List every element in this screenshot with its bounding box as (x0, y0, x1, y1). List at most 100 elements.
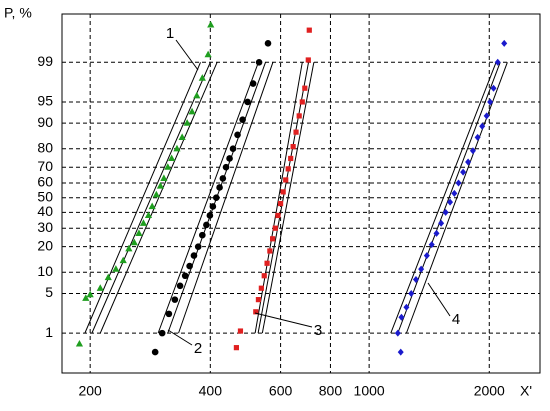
data-point (418, 265, 425, 273)
data-point (226, 155, 233, 162)
data-point (209, 203, 217, 210)
data-point (408, 289, 415, 297)
y-tick-label: 30 (37, 219, 53, 235)
data-point (490, 84, 497, 92)
fit-line (84, 62, 201, 334)
y-tick-label: 5 (45, 284, 53, 300)
data-point (148, 202, 156, 210)
annotation: 4 (452, 311, 460, 328)
data-point (398, 313, 405, 321)
data-point (171, 296, 179, 303)
x-tick-label: 200 (78, 383, 102, 399)
annotation-leader (254, 312, 313, 328)
fit-line (397, 62, 501, 334)
data-point (199, 231, 206, 239)
data-point (244, 98, 251, 106)
data-point (305, 57, 311, 63)
fit-line (405, 62, 508, 334)
data-point (130, 238, 138, 246)
data-point (253, 309, 259, 315)
y-axis-label: P, % (4, 5, 32, 21)
data-point (86, 290, 94, 298)
data-point (203, 221, 210, 229)
data-point (403, 303, 410, 311)
plot-area (62, 14, 540, 373)
data-point (299, 99, 305, 105)
data-point (255, 297, 262, 303)
data-point (206, 212, 214, 219)
data-point (293, 129, 299, 135)
annotation-leader (175, 39, 199, 71)
data-point (176, 282, 184, 290)
annotation: 1 (166, 25, 174, 42)
plot-frame (61, 13, 541, 374)
x-tick-label: 400 (199, 383, 223, 399)
data-point (270, 236, 276, 242)
annotation: 3 (314, 322, 322, 339)
data-point (178, 133, 186, 140)
data-point (139, 219, 148, 226)
data-point (479, 122, 486, 130)
data-point (394, 329, 401, 337)
y-tick-label: 95 (37, 93, 53, 109)
data-point (234, 131, 241, 139)
data-point (198, 74, 206, 81)
data-point (483, 112, 490, 120)
data-point (190, 252, 198, 259)
data-point (168, 154, 176, 162)
data-point (290, 144, 296, 150)
data-point (474, 133, 481, 141)
data-point (216, 184, 223, 191)
data-point (237, 328, 244, 334)
data-point (181, 272, 189, 280)
x-tick-label: 800 (319, 383, 343, 399)
data-point (447, 198, 454, 206)
x-axis-label: X' (520, 383, 532, 399)
data-point (164, 163, 172, 170)
fit-line (390, 62, 497, 334)
data-point (229, 145, 237, 153)
y-tick-label: 1 (45, 324, 53, 340)
data-point (288, 155, 294, 162)
data-point (258, 285, 264, 291)
fit-line (257, 62, 310, 334)
data-point (125, 244, 133, 252)
data-point (277, 200, 284, 207)
data-point (433, 229, 440, 237)
data-point (194, 243, 202, 250)
x-tick-label: 600 (269, 383, 293, 399)
data-point (460, 168, 467, 176)
data-point (280, 189, 286, 195)
data-point (267, 248, 273, 254)
data-point (212, 194, 220, 202)
data-point (152, 190, 160, 198)
fit-line (91, 62, 211, 334)
y-tick-label: 80 (37, 139, 53, 155)
y-tick-label: 10 (37, 263, 53, 279)
data-point (306, 27, 312, 33)
data-point (451, 189, 458, 197)
data-point (285, 166, 291, 172)
data-point (204, 50, 212, 58)
data-point (255, 58, 263, 66)
data-point (283, 177, 289, 183)
data-point (75, 339, 84, 347)
data-point (249, 80, 257, 87)
y-tick-label: 20 (37, 237, 53, 253)
annotation: 2 (194, 340, 202, 357)
data-point (207, 20, 215, 28)
y-tick-label: 70 (37, 158, 53, 174)
fit-line (99, 62, 218, 334)
data-point (469, 147, 476, 155)
data-point (442, 208, 449, 216)
fit-line (178, 62, 274, 334)
data-point (222, 163, 230, 171)
y-tick-label: 99 (37, 53, 53, 69)
data-point (156, 181, 165, 189)
data-point (82, 294, 90, 301)
data-point (151, 348, 159, 356)
data-point (423, 252, 430, 260)
data-point (302, 85, 308, 91)
data-point (239, 116, 246, 123)
